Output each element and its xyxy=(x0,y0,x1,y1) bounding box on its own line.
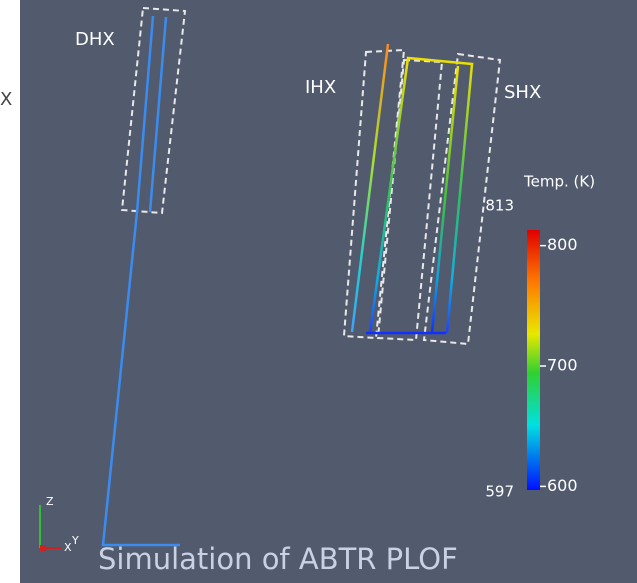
colorbar xyxy=(527,230,540,490)
axis-label: X xyxy=(64,541,72,554)
label: IHX xyxy=(305,77,336,98)
colorbar-min: 597 xyxy=(485,483,514,501)
colorbar-title: Temp. (K) xyxy=(523,173,595,191)
axis-label: Z xyxy=(46,495,54,508)
axis-label: Y xyxy=(71,534,79,547)
label: SHX xyxy=(504,82,541,103)
colorbar-max: 813 xyxy=(485,197,514,215)
colorbar-tick-label: 600 xyxy=(547,476,578,495)
axis-origin xyxy=(40,545,46,551)
colorbar-tick-label: 700 xyxy=(547,356,578,375)
colorbar-tick-label: 800 xyxy=(547,235,578,254)
edge-text: X xyxy=(0,89,12,110)
page: X DHX IHX SHX Temp. (K) 813 597 Z X Y Si… xyxy=(0,0,637,583)
visualization: X DHX IHX SHX Temp. (K) 813 597 Z X Y Si… xyxy=(0,0,637,583)
label: DHX xyxy=(75,29,115,50)
caption: Simulation of ABTR PLOF xyxy=(98,542,458,576)
